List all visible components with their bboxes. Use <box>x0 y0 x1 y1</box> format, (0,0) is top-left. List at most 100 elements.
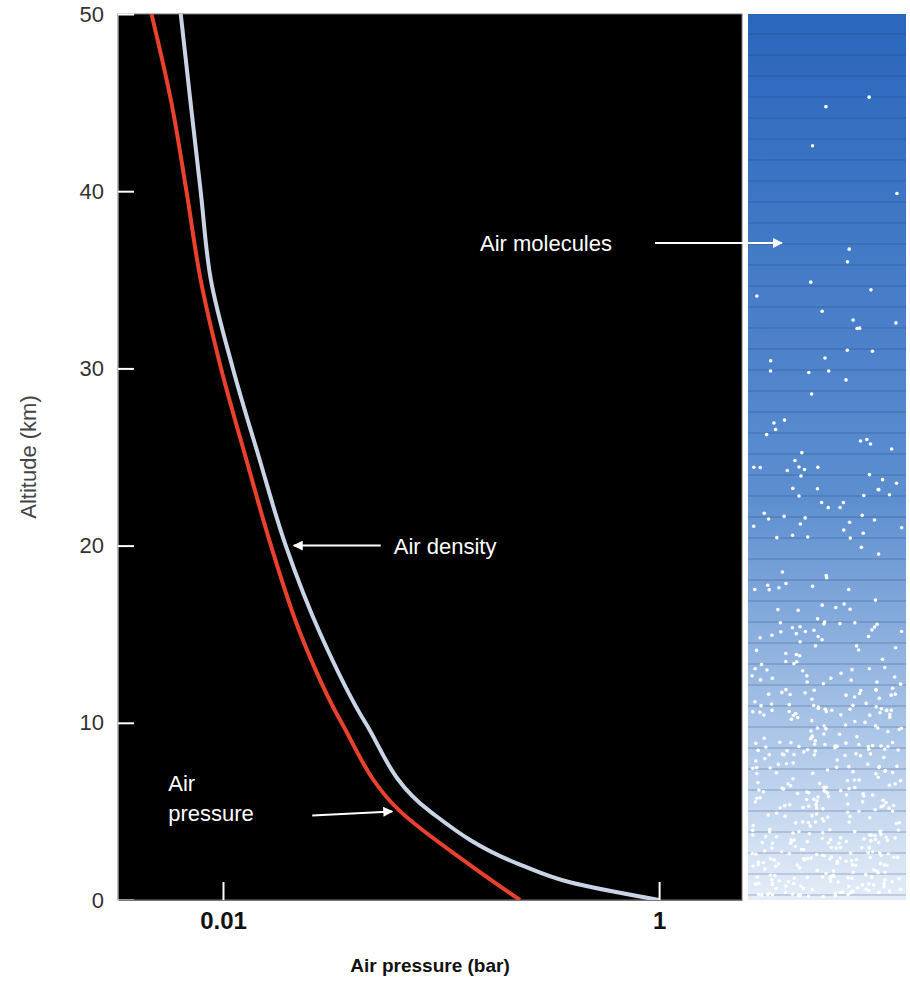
molecule-dot <box>817 707 821 711</box>
molecule-dot <box>848 815 852 819</box>
molecule-dot <box>769 369 773 373</box>
y-axis: 01020304050 <box>80 2 134 913</box>
molecule-dot <box>877 890 881 894</box>
molecule-dot <box>759 704 763 708</box>
molecule-dot <box>816 726 820 730</box>
molecule-dot <box>887 806 891 810</box>
molecule-dot <box>755 772 759 776</box>
panel-line <box>748 139 906 140</box>
molecule-dot <box>823 743 827 747</box>
molecule-dot <box>798 654 802 658</box>
molecule-dot <box>751 824 755 828</box>
molecule-dot <box>792 714 796 718</box>
molecule-dot <box>890 708 894 712</box>
molecule-dot <box>777 862 781 866</box>
molecule-dot <box>900 630 904 634</box>
molecule-dot <box>807 894 811 898</box>
molecule-dot <box>857 778 861 782</box>
molecule-dot <box>850 863 854 867</box>
molecule-dot <box>791 626 795 630</box>
molecule-dot <box>853 621 857 625</box>
molecule-dot <box>813 742 817 746</box>
molecule-dot <box>869 288 873 292</box>
molecule-dot <box>884 836 888 840</box>
molecule-dot <box>777 763 781 767</box>
molecule-dot <box>844 859 848 863</box>
molecule-dot <box>813 753 817 757</box>
molecule-dot <box>826 815 830 819</box>
molecule-dot <box>775 771 779 775</box>
molecule-dot <box>822 854 826 858</box>
molecule-dot <box>884 801 888 805</box>
molecule-dot <box>772 858 776 862</box>
molecule-dot <box>850 876 854 880</box>
molecule-dot <box>895 192 899 196</box>
molecule-dot <box>872 868 876 872</box>
molecule-dot <box>756 749 760 753</box>
molecule-dot <box>844 741 848 745</box>
molecule-dot <box>791 831 795 835</box>
molecule-dot <box>805 876 809 880</box>
molecule-dot <box>892 804 896 808</box>
molecule-dot <box>810 719 814 723</box>
molecule-dot <box>805 674 809 678</box>
molecule-dot <box>861 800 865 804</box>
molecule-dot <box>869 442 873 446</box>
molecule-dot <box>771 893 775 897</box>
molecule-dot <box>824 105 828 109</box>
molecule-dot <box>821 831 825 835</box>
molecule-dot <box>859 754 863 758</box>
molecule-dot <box>866 851 870 855</box>
molecule-dot <box>755 649 759 653</box>
molecule-dot <box>820 501 824 505</box>
molecule-dot <box>765 668 769 672</box>
panel-line <box>748 349 906 350</box>
molecule-dot <box>767 813 771 817</box>
y-tick: 30 <box>80 356 134 381</box>
molecule-dot <box>857 743 861 747</box>
y-tick-label: 20 <box>80 533 104 558</box>
molecule-dot <box>891 741 895 745</box>
molecule-dot <box>862 494 866 498</box>
molecule-dot <box>860 846 864 850</box>
molecule-dot <box>866 762 870 766</box>
molecule-dot <box>826 791 830 795</box>
molecule-dot <box>847 247 851 251</box>
molecule-dot <box>847 765 851 769</box>
molecule-dot <box>882 756 886 760</box>
x-axis-line <box>119 900 743 901</box>
molecule-dot <box>794 821 798 825</box>
molecule-dot <box>847 885 851 889</box>
y-tick-mark <box>118 368 134 370</box>
panel-line <box>748 118 906 119</box>
series-label: Air density <box>394 534 497 559</box>
panel-line <box>748 601 906 602</box>
molecule-dot <box>845 793 849 797</box>
molecule-dot <box>846 802 850 806</box>
panel-line <box>748 559 906 560</box>
molecule-dot <box>838 506 842 510</box>
molecule-dot <box>848 608 852 612</box>
molecule-dot <box>762 790 766 794</box>
molecule-dot <box>775 835 779 839</box>
molecule-dot <box>844 693 848 697</box>
panel-line <box>748 496 906 497</box>
molecule-dot <box>849 851 853 855</box>
molecule-dot <box>801 820 805 824</box>
molecule-dot <box>853 695 857 699</box>
molecule-dot <box>876 776 880 780</box>
molecule-dot <box>757 788 761 792</box>
molecule-dot <box>781 570 785 574</box>
molecule-dot <box>820 837 824 841</box>
panel-line <box>748 307 906 308</box>
molecule-dot <box>755 766 759 770</box>
molecule-dot <box>806 748 810 752</box>
molecule-dot <box>877 891 881 895</box>
molecule-dot <box>874 838 878 842</box>
molecule-dot <box>763 849 767 853</box>
molecule-dot <box>807 804 811 808</box>
molecule-dot <box>797 745 801 749</box>
molecule-dot <box>788 803 792 807</box>
molecule-dot <box>877 488 881 492</box>
molecule-dot <box>784 660 788 664</box>
